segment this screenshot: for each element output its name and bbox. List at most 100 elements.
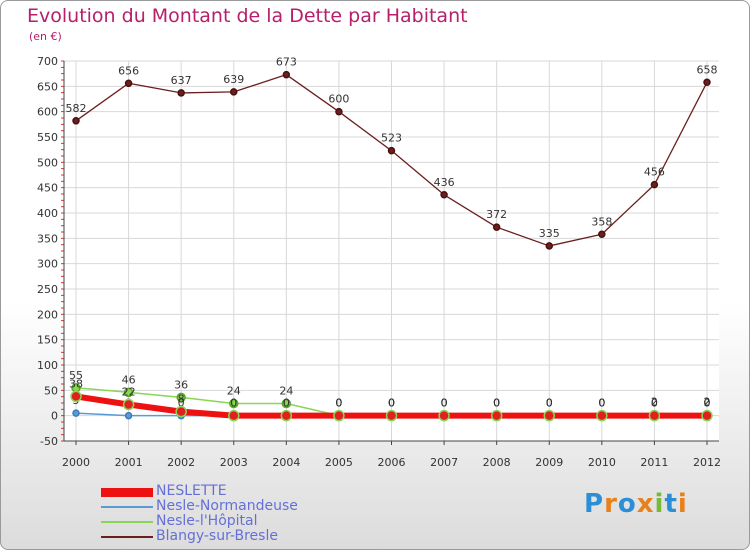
logo-letter: i — [654, 489, 665, 519]
y-tick-label: 350 — [37, 232, 58, 245]
data-point-neslette — [228, 409, 240, 422]
y-tick-label: 100 — [37, 359, 58, 372]
data-point-nesle-l-h-pital — [123, 387, 134, 398]
data-point-blangy-sur-bresle — [72, 117, 80, 125]
data-point-blangy-sur-bresle — [124, 79, 133, 88]
data-label-neslette: 0 — [230, 397, 237, 410]
y-tick-label: 50 — [44, 384, 58, 397]
legend-label-blangy-sur-bresle: Blangy-sur-Bresle — [156, 528, 278, 544]
data-label-nesle-normandeuse: 0 — [283, 397, 290, 410]
chart-subtitle: (en €) — [29, 30, 62, 43]
y-tick-label: 250 — [37, 283, 58, 296]
data-label-blangy-sur-bresle: 656 — [118, 64, 139, 77]
data-point-neslette — [333, 409, 345, 422]
legend-item-nesle-l-hopital: Nesle-l'Hôpital — [101, 513, 401, 530]
data-label-nesle-l-h-pital: 0 — [441, 397, 448, 410]
data-label-blangy-sur-bresle: 600 — [328, 93, 349, 106]
chart-title: Evolution du Montant de la Dette par Hab… — [27, 5, 468, 27]
legend-label-neslette: NESLETTE — [156, 483, 227, 499]
data-label-blangy-sur-bresle: 582 — [66, 102, 87, 115]
data-point-neslette — [596, 409, 608, 422]
x-tick-label: 2006 — [378, 456, 406, 469]
x-tick-label: 2007 — [430, 456, 458, 469]
x-tick-label: 2011 — [640, 456, 668, 469]
x-tick-label: 2004 — [272, 456, 300, 469]
data-label-nesle-normandeuse: 0 — [598, 397, 605, 410]
data-label-nesle-normandeuse: 0 — [704, 397, 711, 410]
data-label-blangy-sur-bresle: 456 — [644, 166, 665, 179]
data-point-nesle-l-h-pital — [229, 398, 239, 409]
data-label-neslette: 0 — [493, 397, 500, 410]
data-point-neslette — [438, 409, 450, 422]
y-tick-label: 600 — [37, 106, 58, 119]
legend-item-nesle-normandeuse: Nesle-Normandeuse — [101, 498, 401, 515]
data-point-neslette — [543, 409, 555, 422]
data-label-nesle-l-h-pital: 2 — [651, 396, 658, 409]
logo-letter: P — [584, 489, 605, 519]
legend-swatch-nesle-normandeuse — [101, 506, 153, 508]
legend-label-nesle-l-hopital: Nesle-l'Hôpital — [156, 513, 258, 529]
data-point-blangy-sur-bresle — [282, 70, 291, 79]
data-point-blangy-sur-bresle — [335, 107, 343, 116]
data-label-neslette: 0 — [598, 397, 605, 410]
proxiti-logo: Proxiti — [584, 489, 688, 519]
data-label-blangy-sur-bresle: 673 — [276, 56, 297, 69]
logo-letter: i — [677, 489, 688, 519]
data-label-neslette: 38 — [69, 377, 83, 390]
data-label-blangy-sur-bresle: 372 — [486, 208, 507, 221]
data-label-nesle-l-h-pital: 36 — [174, 378, 188, 391]
y-tick-label: 150 — [37, 334, 58, 347]
data-label-nesle-normandeuse: 0 — [230, 397, 237, 410]
x-tick-label: 2002 — [167, 456, 195, 469]
data-label-nesle-l-h-pital: 24 — [227, 385, 241, 398]
legend-item-neslette: NESLETTE — [101, 483, 401, 500]
data-point-neslette — [175, 405, 187, 418]
data-label-nesle-normandeuse: 0 — [651, 397, 658, 410]
x-tick-label: 2001 — [115, 456, 143, 469]
y-tick-label: 550 — [37, 131, 58, 144]
logo-letter: t — [664, 489, 678, 519]
y-tick-label: 500 — [37, 156, 58, 169]
legend-item-blangy-sur-bresle: Blangy-sur-Bresle — [101, 528, 401, 545]
data-point-neslette — [385, 409, 398, 422]
y-tick-label: 300 — [37, 258, 58, 271]
data-label-neslette: 22 — [122, 386, 136, 399]
data-label-nesle-l-h-pital: 0 — [493, 397, 500, 410]
data-label-blangy-sur-bresle: 523 — [381, 132, 402, 145]
logo-letter: x — [636, 489, 655, 519]
data-label-nesle-l-h-pital: 24 — [279, 385, 293, 398]
data-point-blangy-sur-bresle — [177, 89, 185, 97]
data-label-neslette: 8 — [178, 393, 185, 406]
data-point-blangy-sur-bresle — [230, 88, 238, 96]
data-label-nesle-normandeuse: 0 — [388, 397, 395, 410]
x-tick-label: 2008 — [483, 456, 511, 469]
data-point-neslette — [280, 409, 293, 422]
data-label-neslette: 0 — [704, 397, 711, 410]
data-point-blangy-sur-bresle — [598, 230, 606, 239]
y-tick-label: -50 — [40, 435, 58, 448]
data-label-nesle-normandeuse: 0 — [335, 397, 342, 410]
data-label-blangy-sur-bresle: 637 — [171, 74, 192, 87]
data-label-nesle-l-h-pital: 2 — [704, 396, 711, 409]
y-tick-label: 200 — [37, 308, 58, 321]
data-label-nesle-l-h-pital: 55 — [69, 369, 83, 382]
data-point-blangy-sur-bresle — [492, 223, 501, 231]
data-label-neslette: 0 — [283, 397, 290, 410]
logo-letter: r — [604, 489, 618, 519]
data-point-blangy-sur-bresle — [650, 180, 659, 189]
y-tick-label: 0 — [51, 410, 58, 423]
y-tick-label: 650 — [37, 80, 58, 93]
data-point-nesle-l-h-pital — [281, 398, 292, 409]
logo-letter: o — [617, 489, 637, 519]
x-tick-label: 2010 — [588, 456, 616, 469]
data-label-neslette: 0 — [441, 397, 448, 410]
legend-swatch-neslette — [101, 488, 153, 497]
data-label-nesle-l-h-pital: 0 — [598, 397, 605, 410]
data-label-nesle-normandeuse: 0 — [493, 397, 500, 410]
y-tick-label: 400 — [37, 207, 58, 220]
legend-swatch-nesle-l-hopital — [101, 521, 153, 523]
data-point-nesle-normandeuse — [124, 411, 133, 420]
data-point-neslette — [701, 409, 713, 422]
